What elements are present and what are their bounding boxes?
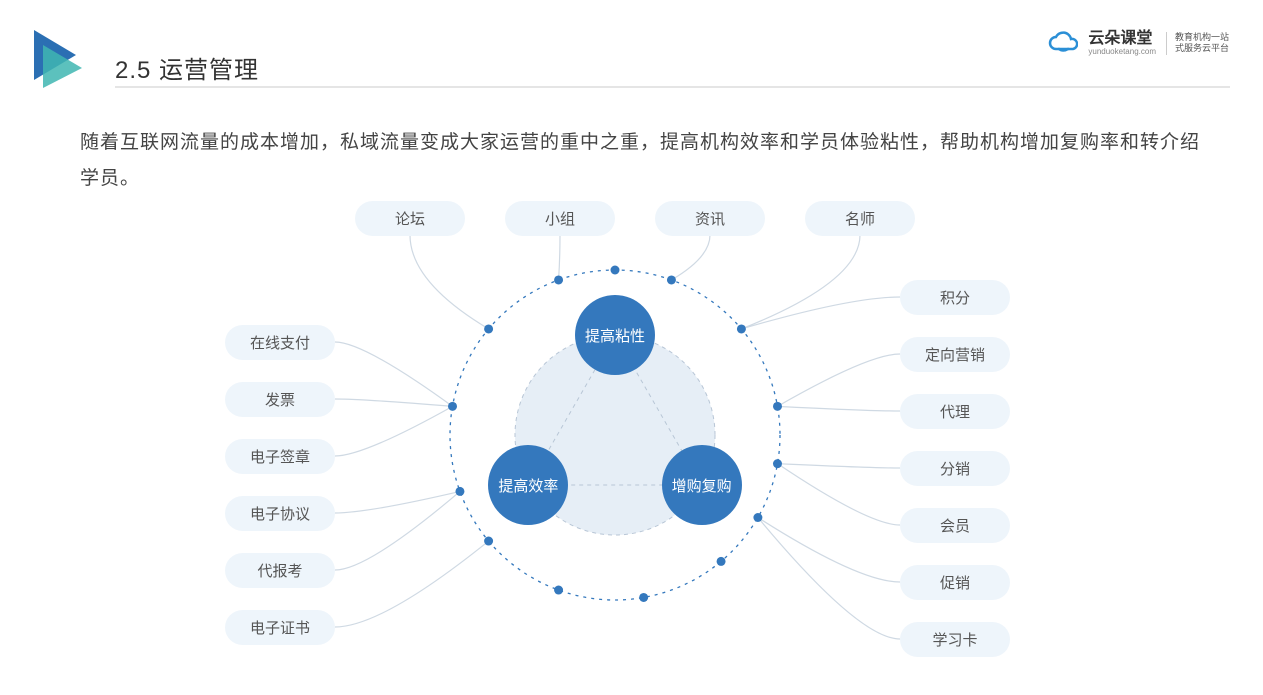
page-title: 2.5 运营管理 bbox=[115, 50, 259, 85]
play-icon bbox=[34, 30, 82, 93]
logo-main: 云朵课堂 bbox=[1088, 30, 1156, 48]
diagram-svg bbox=[0, 185, 1263, 695]
pill-points: 积分 bbox=[900, 280, 1010, 315]
pill-invoice: 发票 bbox=[225, 382, 335, 417]
pill-pay: 在线支付 bbox=[225, 325, 335, 360]
pill-sign: 电子签章 bbox=[225, 439, 335, 474]
logo-tagline: 教育机构一站 式服务云平台 bbox=[1166, 32, 1229, 55]
pill-promo: 促销 bbox=[900, 565, 1010, 600]
section-title: 运营管理 bbox=[159, 57, 259, 84]
core-eff: 提高效率 bbox=[488, 445, 568, 525]
core-repurch: 增购复购 bbox=[662, 445, 742, 525]
pill-news: 资讯 bbox=[655, 201, 765, 236]
pill-teacher: 名师 bbox=[805, 201, 915, 236]
operations-diagram: 论坛 小组 资讯 名师在线支付发票电子签章电子协议代报考电子证书 积分定向营销代理分销会… bbox=[0, 185, 1263, 695]
pill-group: 小组 bbox=[505, 201, 615, 236]
core-sticky: 提高粘性 bbox=[575, 295, 655, 375]
pill-target: 定向营销 bbox=[900, 337, 1010, 372]
pill-exam: 代报考 bbox=[225, 553, 335, 588]
brand-logo: 云朵课堂 yunduoketang.com 教育机构一站 式服务云平台 bbox=[1048, 30, 1229, 56]
logo-sub: yunduoketang.com bbox=[1088, 48, 1156, 57]
pill-agree: 电子协议 bbox=[225, 496, 335, 531]
title-underline bbox=[115, 86, 1230, 88]
section-number: 2.5 bbox=[115, 57, 151, 84]
pill-card: 学习卡 bbox=[900, 622, 1010, 657]
cloud-icon bbox=[1048, 31, 1078, 55]
pill-member: 会员 bbox=[900, 508, 1010, 543]
pill-agent: 代理 bbox=[900, 394, 1010, 429]
pill-dist: 分销 bbox=[900, 451, 1010, 486]
pill-cert: 电子证书 bbox=[225, 610, 335, 645]
pill-forum: 论坛 bbox=[355, 201, 465, 236]
